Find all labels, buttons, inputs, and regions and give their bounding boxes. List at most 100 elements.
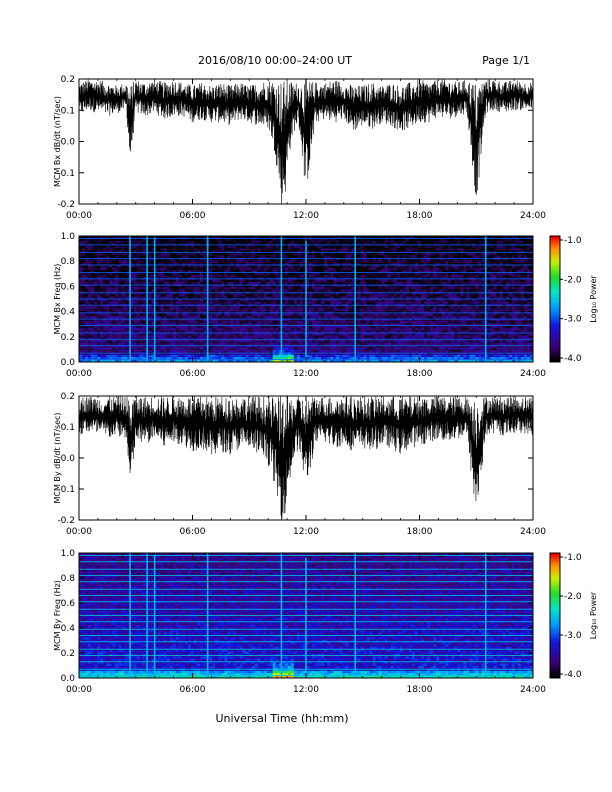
spectrogram-cell [103, 289, 107, 293]
spectrogram-cell [121, 240, 125, 244]
spectrogram-cell [181, 282, 186, 285]
spectrogram-cell [239, 240, 243, 244]
spectrogram-cell [221, 315, 225, 319]
spectrogram-cell [233, 323, 237, 327]
spectrogram-cell [278, 248, 283, 251]
spectrogram-cell [151, 238, 156, 242]
spectrogram-cell [339, 332, 343, 336]
spectrogram-cell [266, 289, 271, 293]
spectrogram-cell [287, 347, 292, 351]
spectrogram-cell [257, 323, 261, 327]
spectrogram-cell [263, 325, 268, 329]
spectrogram-cell [272, 252, 277, 256]
spectrogram-cell [130, 294, 134, 297]
spectrogram-cell [142, 340, 146, 344]
spectrogram-cell [221, 328, 225, 331]
spectrogram-cell [293, 267, 298, 271]
spectrogram-cell [363, 262, 367, 266]
spectrogram-cell [130, 330, 134, 334]
spectrogram-cell [124, 236, 128, 239]
spectrogram-cell [245, 323, 249, 327]
spectrogram-cell [178, 340, 183, 344]
spectrogram-cell [194, 255, 198, 259]
spectrogram-cell [200, 347, 204, 351]
spectrogram-cell [136, 255, 140, 259]
spectrogram-cell [94, 308, 98, 312]
spectrogram-cell [175, 318, 180, 322]
spectrogram-cell [293, 320, 298, 324]
spectrogram-cell [157, 320, 162, 324]
spectrogram-cell [269, 279, 274, 283]
spectrogram-cell [100, 257, 104, 261]
spectrogram-cell [200, 345, 204, 348]
spectrogram-cell [190, 325, 195, 329]
spectrogram-cell [281, 279, 286, 283]
spectrogram-cell [266, 320, 271, 324]
spectrogram-cell [233, 299, 237, 302]
spectrogram-cell [194, 330, 198, 334]
spectrogram-cell [318, 352, 322, 356]
spectrogram-cell [97, 267, 101, 271]
spectrogram-cell [151, 269, 156, 273]
spectrogram-cell [336, 354, 340, 358]
spectrogram-cell [348, 282, 352, 285]
spectrogram-cell [157, 352, 162, 356]
spectrogram-cell [133, 248, 137, 251]
spectrogram-cell [251, 274, 255, 278]
spectrogram-cell [269, 315, 274, 319]
spectrogram-cell [296, 313, 301, 317]
spectrogram-cell [230, 323, 234, 327]
spectrogram-cell [245, 315, 249, 319]
spectrogram-cell [227, 328, 231, 331]
spectrogram-cell [106, 354, 110, 358]
spectrogram-cell [342, 313, 346, 317]
spectrogram-cell [248, 347, 252, 351]
spectrogram-cell [112, 248, 116, 251]
spectrogram-cell [287, 248, 292, 251]
spectrogram-cell [79, 332, 83, 336]
spectrogram-cell [187, 260, 192, 264]
spectrogram-cell [299, 289, 304, 293]
spectrogram-cell [287, 294, 292, 297]
spectrogram-cell [242, 236, 246, 239]
spectrogram-cell [333, 286, 337, 290]
spectrogram-cell [269, 330, 274, 334]
spectrogram-cell [124, 332, 128, 336]
spectrogram-cell [363, 282, 367, 285]
spectrogram-cell [306, 345, 310, 348]
spectrogram-cell [281, 342, 286, 346]
dbdt-trace [79, 79, 533, 204]
spectrogram-cell [139, 328, 143, 331]
spectrogram-cell [163, 359, 168, 363]
spectrogram-cell [236, 282, 240, 285]
spectrogram-cell [248, 342, 252, 346]
spectrogram-cell [284, 342, 289, 346]
spectrogram-cell [236, 354, 240, 358]
spectrogram-cell [157, 313, 162, 317]
spectrogram-cell [327, 315, 331, 319]
spectrogram-cell [302, 265, 307, 268]
spectrogram-cell [348, 357, 352, 360]
spectrogram-cell [230, 301, 234, 305]
spectrogram-cell [327, 318, 331, 322]
spectrogram-cell [284, 257, 289, 261]
spectrogram-cell [169, 301, 174, 305]
spectrogram-cell [278, 347, 283, 351]
spectrogram-cell [254, 274, 258, 278]
spectrogram-cell [136, 359, 140, 363]
spectrogram-cell [287, 267, 292, 271]
spectrogram-cell [221, 313, 225, 317]
spectrogram-cell [100, 332, 104, 336]
spectrogram-cell [85, 282, 89, 285]
spectrogram-cell [133, 262, 137, 266]
spectrogram-cell [215, 248, 219, 251]
spectrogram-cell [127, 240, 131, 244]
spectrogram-cell [190, 347, 195, 351]
spectrogram-cell [160, 340, 165, 344]
spectrogram-cell [269, 255, 274, 259]
spectrogram-cell [272, 347, 277, 351]
spectrogram-cell [342, 323, 346, 327]
spectrogram-cell [248, 340, 252, 344]
spectrogram-cell [82, 294, 86, 297]
spectrogram-cell [290, 328, 295, 331]
